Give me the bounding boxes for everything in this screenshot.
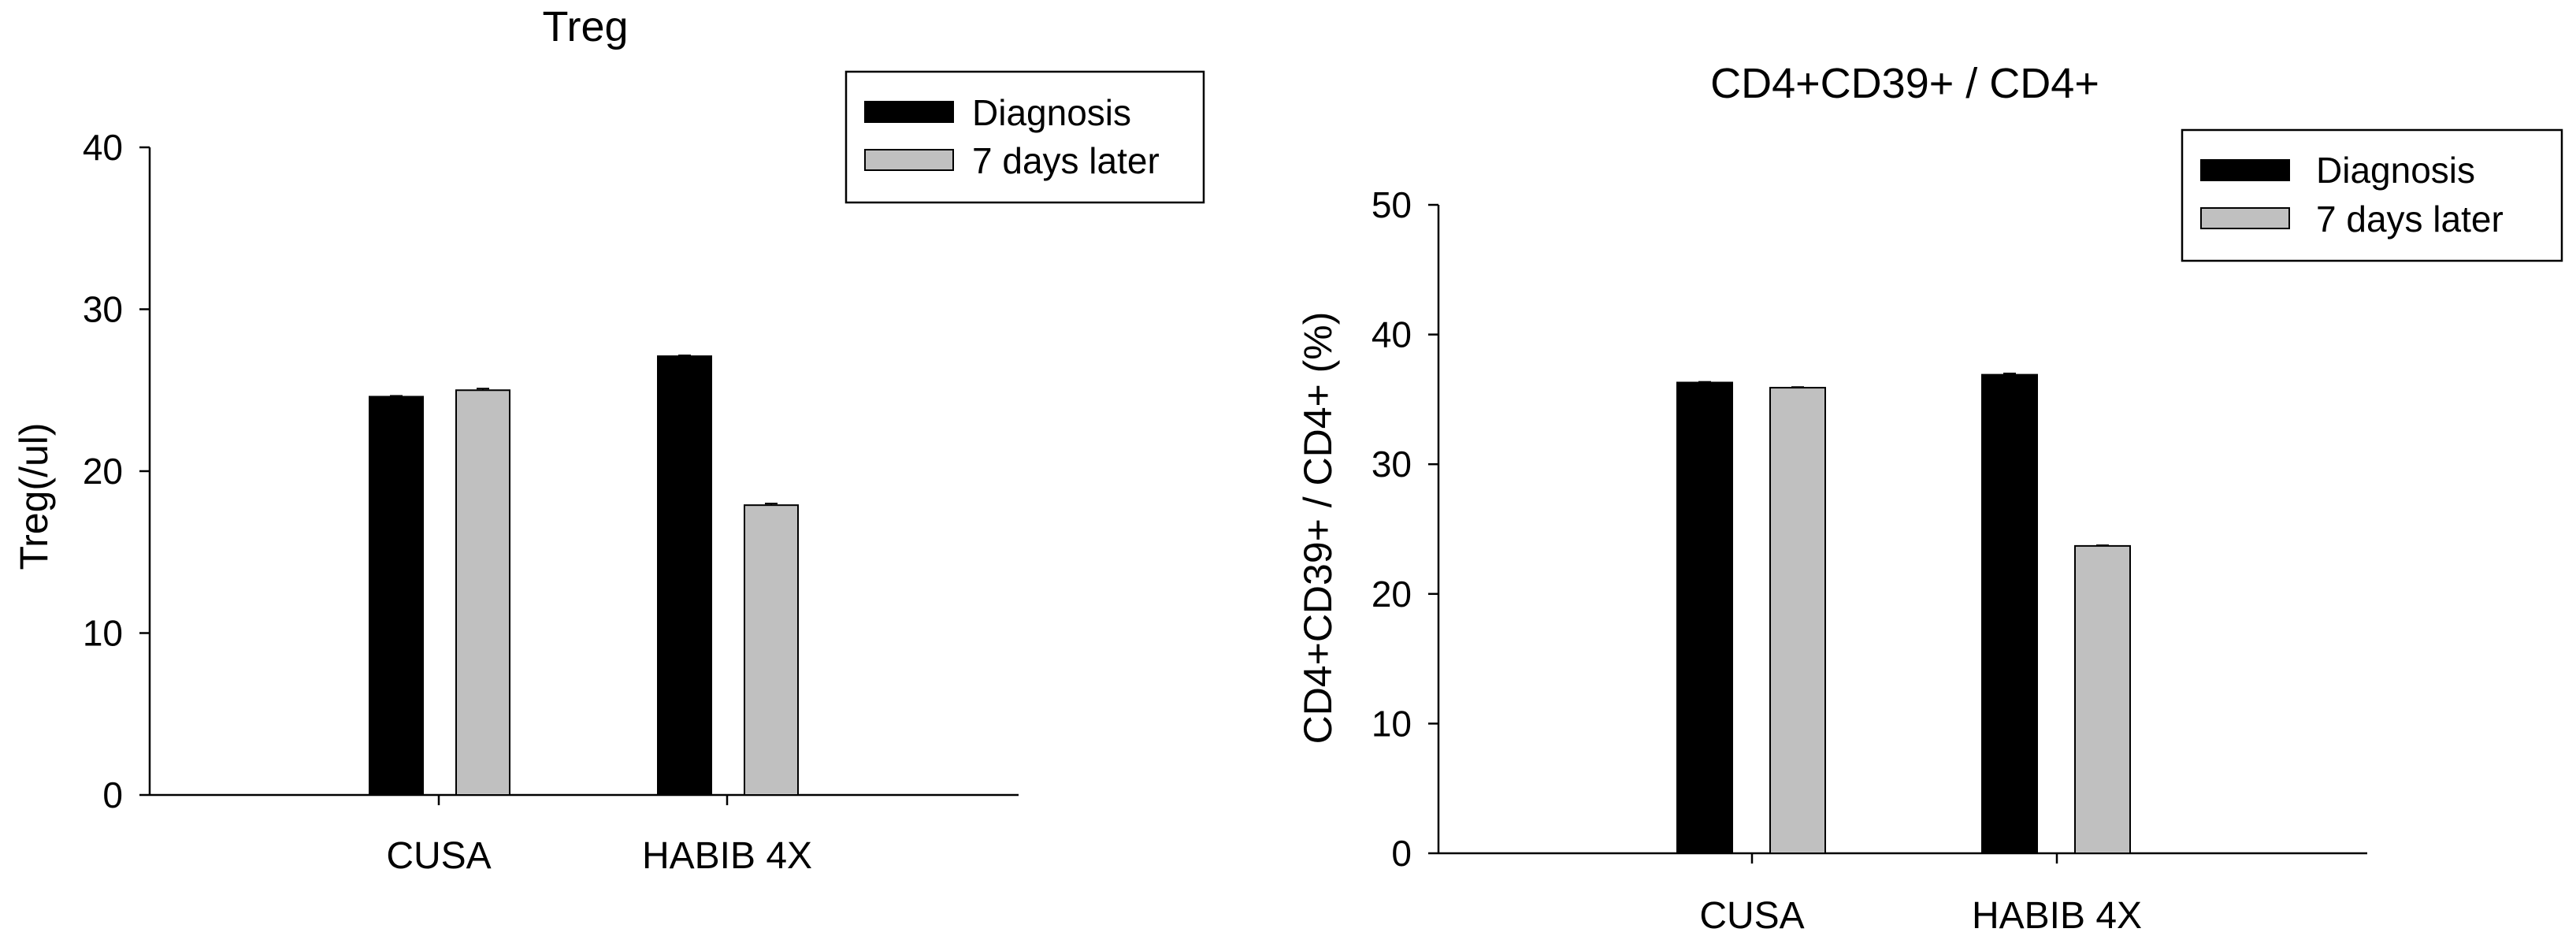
y-tick-label: 30	[1372, 444, 1412, 485]
bar-7-days-later	[455, 389, 510, 796]
legend: Diagnosis 7 days later	[844, 70, 1205, 204]
bars	[1676, 372, 2131, 855]
y-axis-label: Treg(/ul)	[12, 422, 56, 570]
bar-diagnosis	[1676, 381, 1733, 854]
legend: Diagnosis 7 days later	[2181, 128, 2563, 262]
y-tick-label: 40	[83, 127, 123, 168]
y-tick-label: 10	[83, 613, 123, 654]
legend-swatch-7-days-later	[2200, 207, 2290, 229]
bar-diagnosis	[1981, 373, 2038, 855]
y-tick-label: 20	[83, 451, 123, 492]
x-tick-label: HABIB 4X	[1972, 895, 2142, 936]
bar-diagnosis	[657, 355, 712, 797]
y-tick-label: 0	[102, 774, 123, 815]
bar-7-days-later	[2074, 544, 2131, 854]
chart-title: CD4+CD39+ / CD4+	[1710, 60, 2099, 107]
chart-title: Treg	[542, 3, 628, 50]
y-tick-label: 40	[1372, 314, 1412, 355]
x-tick-label: CUSA	[386, 835, 491, 877]
legend-swatch-diagnosis	[2200, 159, 2290, 181]
bars	[369, 355, 799, 797]
x-axis: CUSA HABIB 4X	[1438, 852, 2367, 936]
legend-box	[844, 70, 1205, 204]
legend-label-7-days-later: 7 days later	[972, 140, 1160, 181]
y-axis: 0 10 20 30 40 50	[1372, 184, 1440, 874]
y-axis: 0 10 20 30 40	[83, 127, 151, 815]
x-tick-label: CUSA	[1699, 895, 1804, 936]
bar-7-days-later	[744, 504, 799, 797]
legend-swatch-diagnosis	[864, 101, 954, 123]
x-tick-label: HABIB 4X	[642, 835, 812, 877]
y-tick-label: 30	[83, 289, 123, 330]
legend-box	[2181, 128, 2563, 262]
y-tick-label: 50	[1372, 184, 1412, 225]
bar-7-days-later	[1769, 387, 1826, 854]
legend-label-diagnosis: Diagnosis	[2316, 150, 2475, 191]
chart-cd4-cd39: CD4+CD39+ / CD4+ CD4+CD39+ / CD4+ (%) 0 1…	[1296, 60, 2563, 936]
legend-label-diagnosis: Diagnosis	[972, 92, 1131, 133]
bar-diagnosis	[369, 396, 424, 796]
legend-label-7-days-later: 7 days later	[2316, 199, 2504, 240]
y-tick-label: 10	[1372, 703, 1412, 744]
y-axis-label: CD4+CD39+ / CD4+ (%)	[1296, 312, 1340, 745]
legend-swatch-7-days-later	[864, 149, 954, 171]
y-tick-label: 0	[1391, 833, 1412, 874]
chart-treg: Treg Treg(/ul) 0 10 20 30 40 CUSA HABIB 4X Di…	[12, 3, 1205, 877]
x-axis: CUSA HABIB 4X	[150, 793, 1019, 877]
y-tick-label: 20	[1372, 574, 1412, 615]
